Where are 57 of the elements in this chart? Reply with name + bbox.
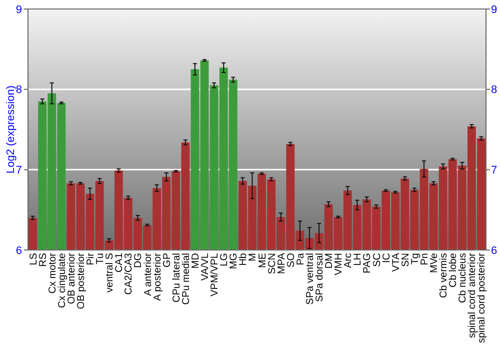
y2-tick-label: 8 [491,84,498,96]
x-tick-label: SO [286,252,297,268]
x-tick-label: Cx cingulate [56,252,68,308]
x-tick-label: CPu medial [180,253,192,305]
y2-tick-label: 7 [491,164,498,177]
x-tick-label: spinal cord anterior [467,252,478,338]
x-tick-label: VTA [390,252,402,272]
x-tick-label: M [248,253,259,262]
x-tick-label: Tu [95,253,106,264]
x-tick-label: spinal cord posterior [476,252,488,344]
x-tick-label: DM [324,253,336,269]
x-tick-label: OB posterior [76,252,87,310]
x-tick-label: Pa [295,252,306,266]
x-tick-label: MPA [276,252,288,274]
x-tick-label: Hb [238,252,250,266]
y-tick-label: 9 [16,4,22,16]
x-tick-label: ventral S [104,252,116,292]
x-tick-label: SPa dorsal [314,253,326,302]
x-tick-label: SN [400,253,412,267]
x-tick-label: Cx motor [47,252,58,294]
x-tick-label: LH [352,253,364,266]
x-tick-label: Cb vermis [438,253,450,298]
x-tick-label: Pir [86,252,97,266]
x-tick-label: MD [190,253,202,269]
y2-tick-label: 6 [491,244,498,257]
y2-tick-label: 9 [491,4,498,16]
x-tick-label: LS [28,252,40,266]
x-tick-label: Cb nucleus [458,253,469,304]
x-tick-label: CA1 [114,252,126,272]
x-tick-label: SC [372,253,383,267]
x-tick-label: Arc [343,253,354,268]
x-tick-label: Tg [410,253,421,265]
x-tick-label: MG [228,252,240,270]
y-tick-label: 6 [16,244,22,257]
x-tick-label: Pn [419,253,430,266]
x-tick-label: OB anterior [66,252,78,304]
x-tick-label: LG [219,252,230,266]
x-tick-label: VMH [334,253,345,276]
x-tick-label: SPa ventral [304,253,316,305]
x-tick-label: ME [257,252,268,268]
y-axis-title: Log2 (expression) [4,85,17,174]
x-tick-label: DG [133,252,144,268]
x-tick-label: RS [38,252,49,267]
y-tick-label: 8 [16,84,22,96]
x-tick-label: CPu lateral [171,253,182,302]
x-tick-label: SCN [266,253,278,274]
x-tick-label: PAG [362,252,374,274]
x-tick-label: MVe [429,252,440,274]
x-tick-label: VPM/VPL [210,252,221,296]
x-tick-label: Cb lobe [448,252,460,288]
x-tick-label: VA/VL [200,252,212,281]
y-tick-label: 7 [16,164,22,177]
x-tick-label: GP [162,252,173,268]
x-tick-label: IC [381,253,392,263]
x-tick-label: CA2/CA3 [124,252,135,295]
x-tick-label: A anterior [142,252,154,296]
x-tick-label: A posterior [152,252,164,301]
